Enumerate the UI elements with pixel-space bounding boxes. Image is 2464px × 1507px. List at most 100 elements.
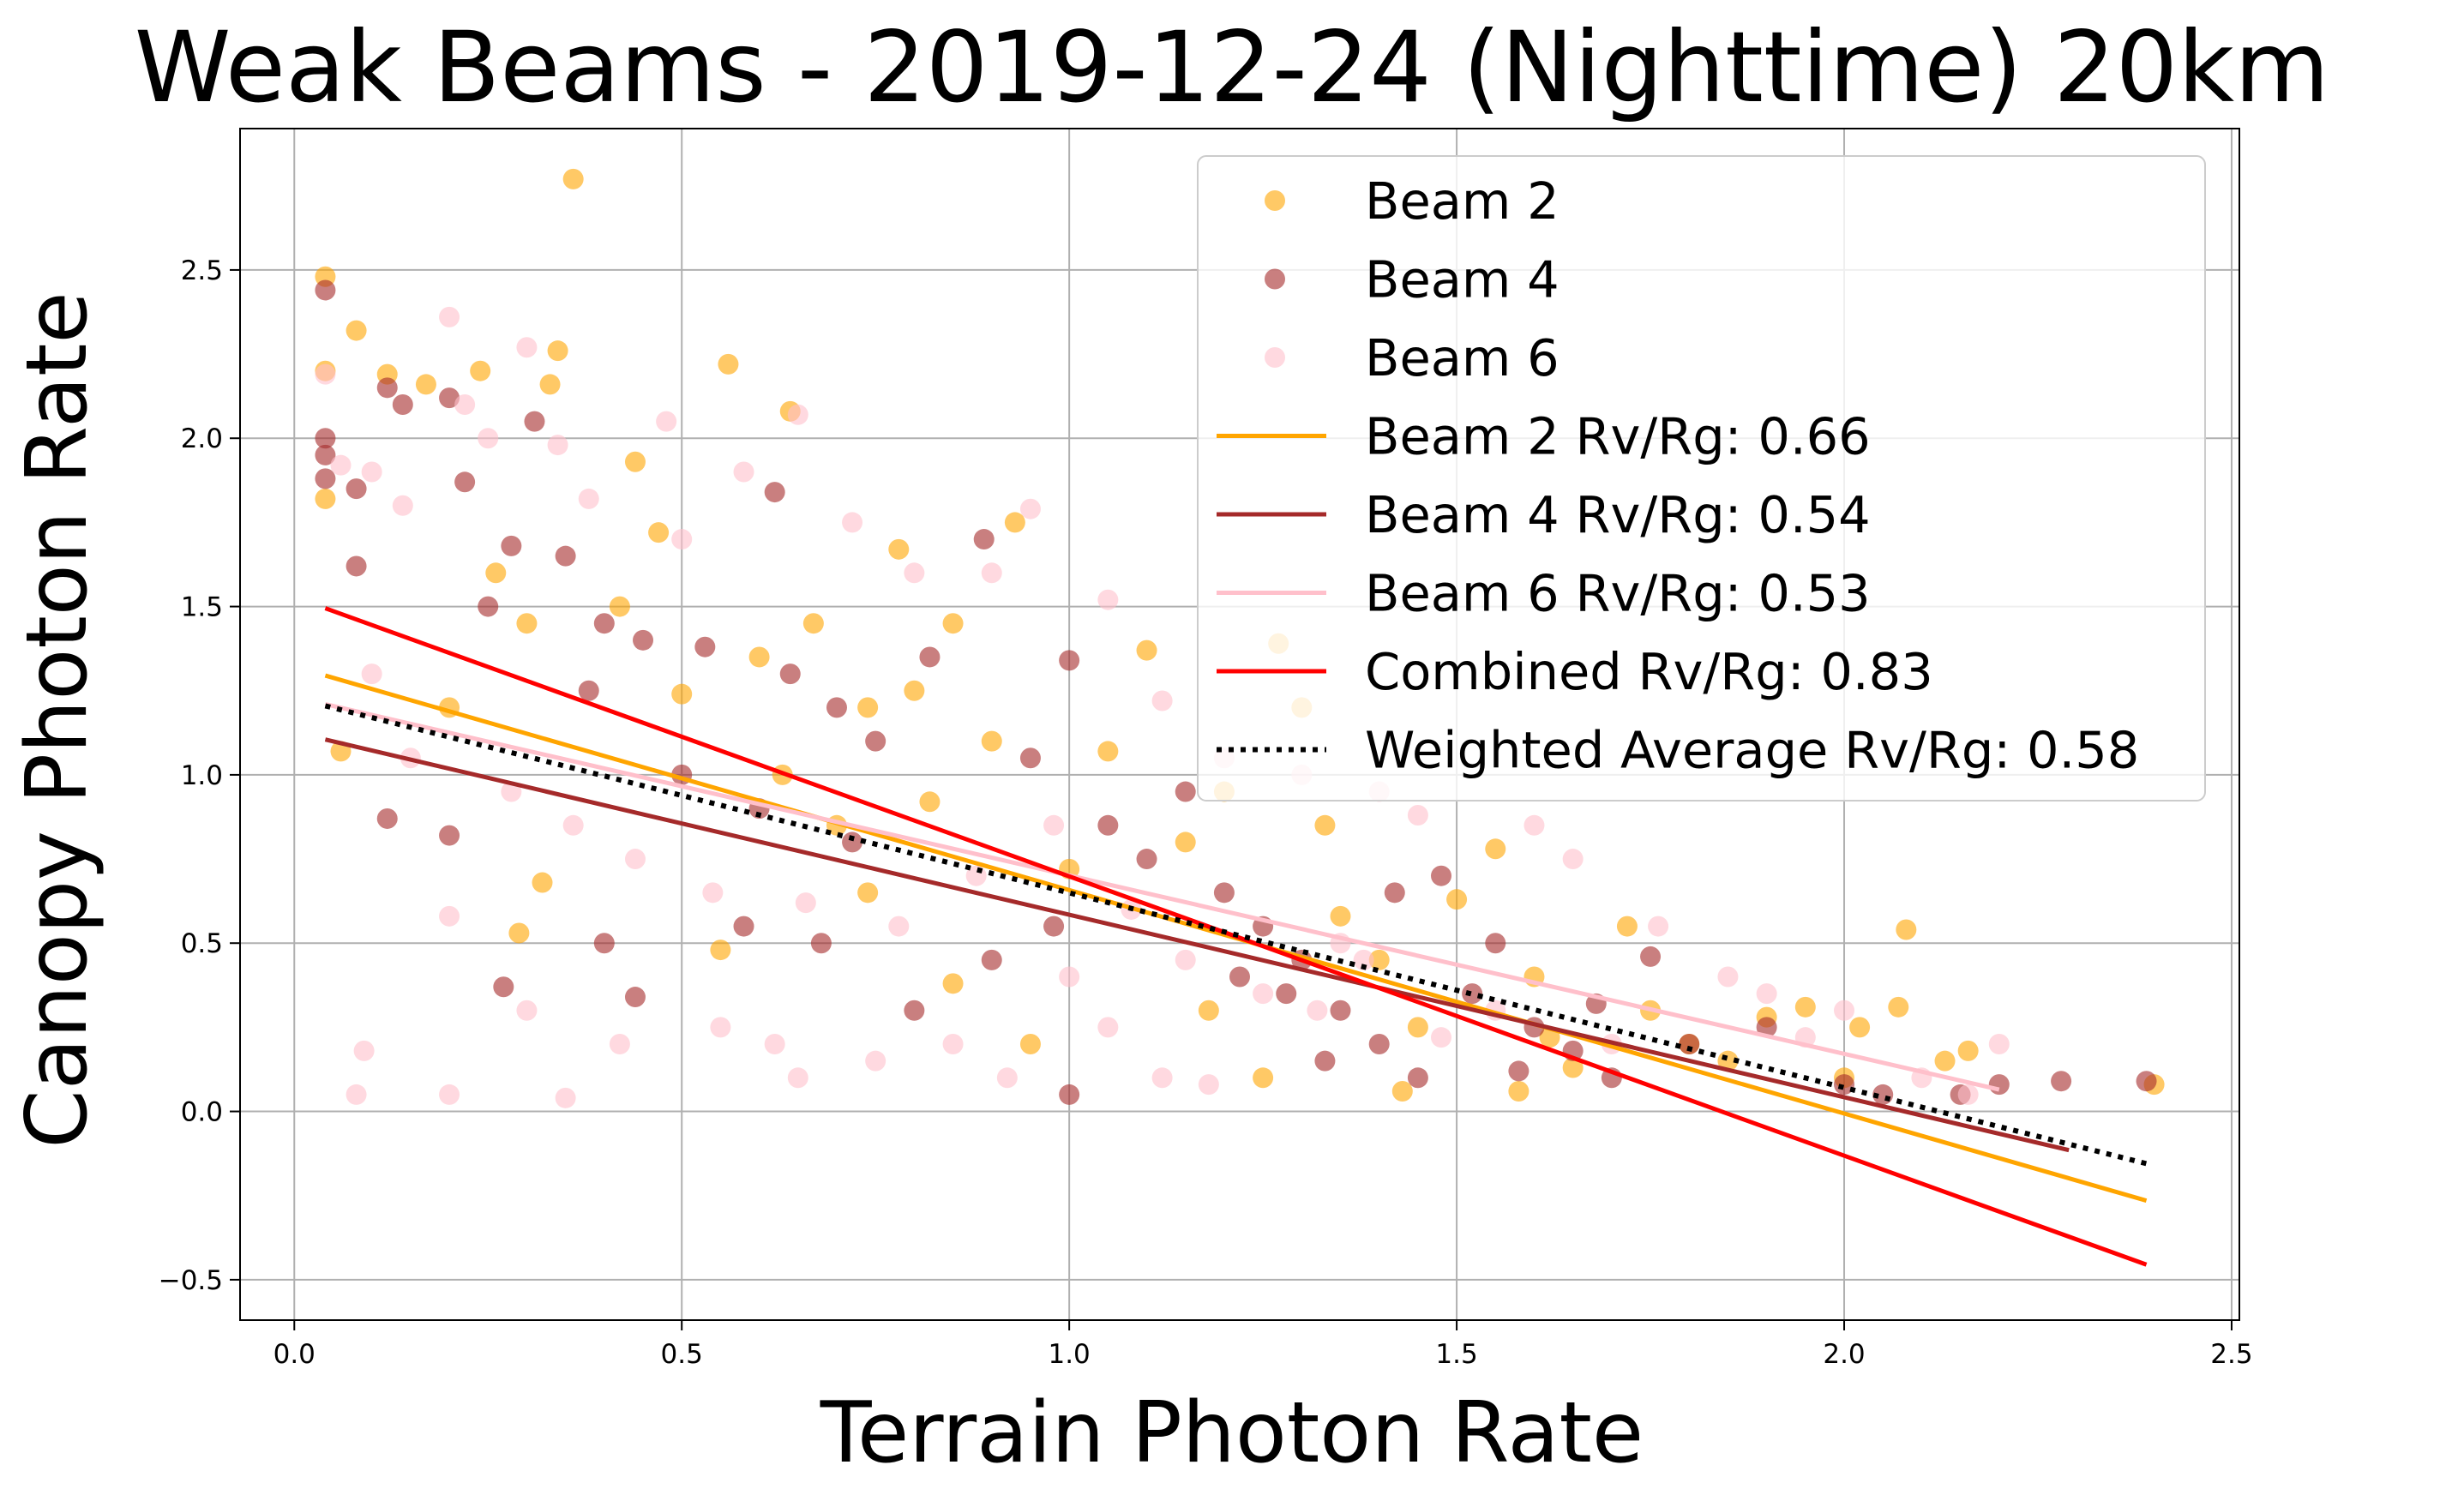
data-point <box>555 545 576 567</box>
data-point <box>392 495 413 516</box>
data-point <box>315 428 336 449</box>
y-tick-label: 1.0 <box>181 760 223 791</box>
data-point <box>904 680 925 701</box>
legend-label: Beam 2 <box>1365 171 1560 231</box>
data-point <box>539 374 561 395</box>
data-point <box>1988 1034 2010 1055</box>
x-tick-label: 0.5 <box>661 1339 703 1370</box>
y-tick-label: 1.5 <box>181 592 223 623</box>
data-point <box>1523 814 1545 836</box>
data-point <box>648 522 670 543</box>
data-point <box>1253 983 1274 1005</box>
y-tick-label: 2.5 <box>181 255 223 286</box>
data-point <box>1794 996 1816 1018</box>
data-point <box>2051 1071 2072 1092</box>
data-point <box>633 629 654 651</box>
y-tick-label: 2.0 <box>181 423 223 454</box>
data-point <box>888 916 910 937</box>
data-point <box>1957 1040 1979 1061</box>
data-point <box>795 892 816 914</box>
data-point <box>1485 838 1506 860</box>
data-point <box>865 1050 886 1072</box>
data-point <box>361 663 382 685</box>
data-point <box>857 697 879 718</box>
data-point <box>810 933 832 954</box>
data-point <box>609 596 630 617</box>
data-point <box>919 791 941 813</box>
legend-box <box>1197 155 2206 802</box>
data-point <box>353 1040 375 1061</box>
data-point <box>748 646 770 668</box>
y-axis-label: Canopy Photon Rate <box>9 291 106 1148</box>
data-point <box>1019 747 1041 769</box>
trend-line-2 <box>324 737 2070 1153</box>
data-point <box>919 646 941 668</box>
data-point <box>516 613 538 634</box>
data-point <box>1059 966 1080 988</box>
data-point <box>624 849 646 870</box>
data-point <box>624 451 646 472</box>
data-point <box>1136 639 1157 661</box>
data-point <box>656 411 677 432</box>
data-point <box>578 680 599 701</box>
data-point <box>694 636 716 657</box>
data-point <box>1059 650 1080 671</box>
data-point <box>1043 814 1065 836</box>
data-point <box>562 168 584 189</box>
y-tick-label: 0.0 <box>181 1097 223 1128</box>
data-point <box>1276 983 1297 1005</box>
trend-line-5 <box>324 703 2148 1167</box>
data-point <box>1462 983 1483 1005</box>
data-point <box>1175 832 1196 853</box>
data-point <box>1175 949 1196 970</box>
data-point <box>361 461 382 483</box>
data-point <box>516 337 538 358</box>
data-point <box>1431 865 1452 886</box>
data-point <box>439 1084 460 1105</box>
data-point <box>1562 1057 1584 1078</box>
data-point <box>470 360 491 381</box>
data-point <box>1562 849 1584 870</box>
data-point <box>439 387 460 409</box>
data-point <box>1175 781 1196 802</box>
data-point <box>802 613 824 634</box>
data-point <box>1198 1074 1219 1096</box>
data-point <box>376 377 398 399</box>
data-point <box>547 435 568 456</box>
data-point <box>415 374 436 395</box>
data-point <box>516 1000 538 1021</box>
data-point <box>1330 905 1351 927</box>
data-point <box>439 306 460 327</box>
data-point <box>710 940 731 961</box>
scatter-series-3 <box>315 306 2010 1108</box>
data-point <box>547 340 568 362</box>
data-point <box>942 973 964 994</box>
data-point <box>787 404 808 425</box>
data-point <box>1756 983 1777 1005</box>
data-point <box>826 697 847 718</box>
data-point <box>1407 1017 1428 1038</box>
data-point <box>1717 966 1739 988</box>
data-point <box>1648 916 1669 937</box>
data-point <box>1136 849 1157 870</box>
data-point <box>1988 1074 2010 1096</box>
data-point <box>942 613 964 634</box>
data-point <box>1508 1080 1529 1102</box>
data-point <box>1151 690 1173 711</box>
data-point <box>1407 1067 1428 1089</box>
data-point <box>1679 1034 1700 1055</box>
legend-label: Beam 6 Rv/Rg: 0.53 <box>1365 564 1871 623</box>
data-point <box>1888 996 1909 1018</box>
data-point <box>1004 512 1025 533</box>
data-point <box>439 825 460 846</box>
data-point <box>2136 1071 2157 1092</box>
data-point <box>478 596 499 617</box>
data-point <box>718 353 739 375</box>
y-tick-label: −0.5 <box>159 1265 223 1296</box>
data-point <box>1151 1067 1173 1089</box>
legend-label: Beam 2 Rv/Rg: 0.66 <box>1365 407 1871 466</box>
x-tick-label: 0.0 <box>273 1339 316 1370</box>
x-tick-label: 1.5 <box>1435 1339 1477 1370</box>
